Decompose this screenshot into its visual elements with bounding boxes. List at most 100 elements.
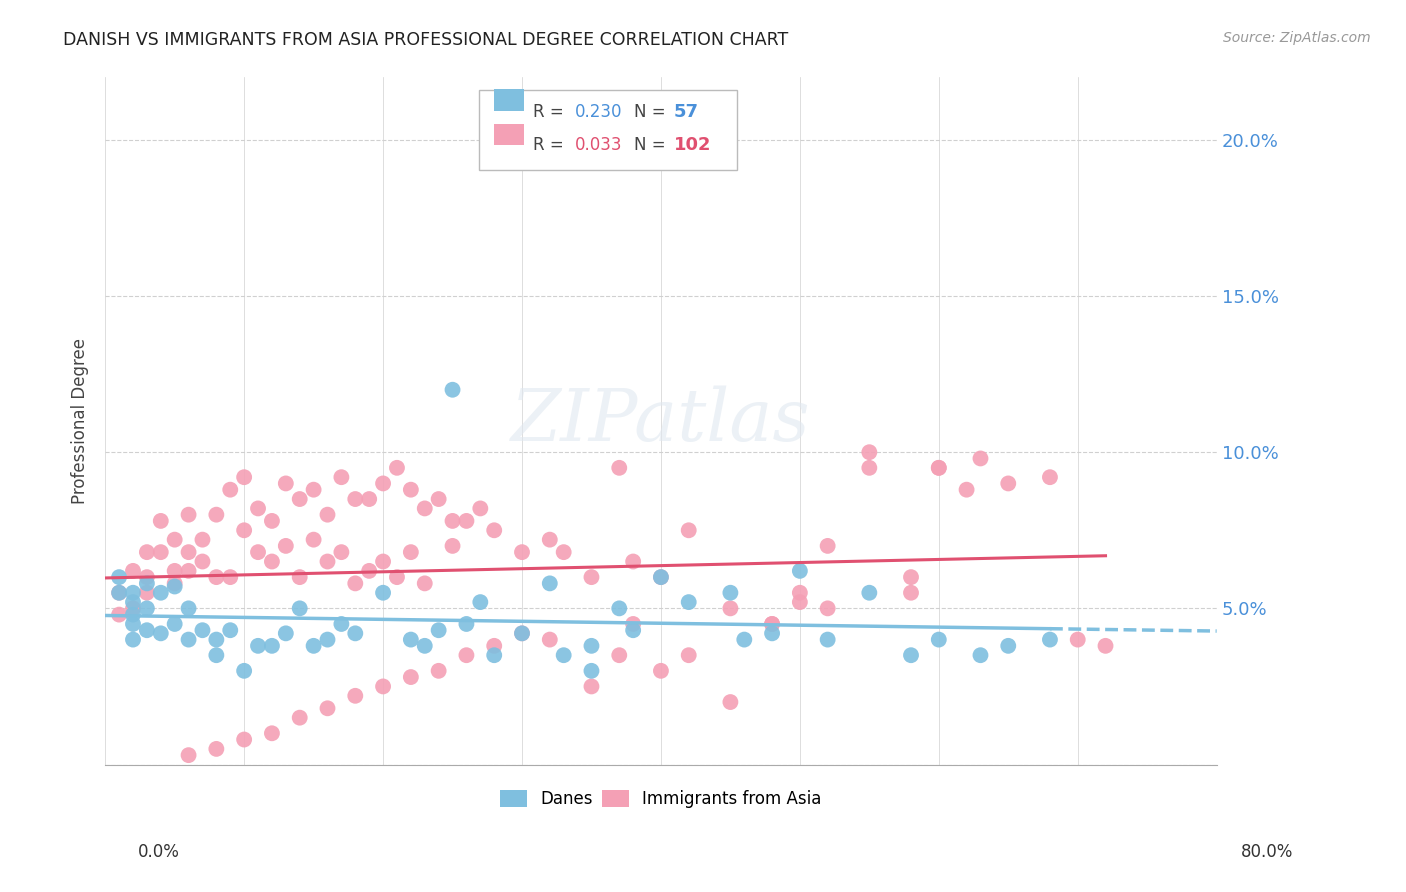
Point: [191, 554, 214, 568]
Point: [205, 632, 228, 647]
Point: [274, 626, 297, 640]
Point: [607, 460, 630, 475]
Point: [413, 501, 436, 516]
Point: [135, 576, 157, 591]
Point: [122, 601, 145, 615]
Point: [163, 564, 186, 578]
Point: [761, 617, 783, 632]
Point: [330, 470, 353, 484]
Point: [718, 601, 741, 615]
Point: [427, 664, 450, 678]
Point: [385, 460, 408, 475]
Point: [135, 601, 157, 615]
Point: [678, 523, 700, 537]
Bar: [494, 124, 524, 145]
Point: [108, 586, 131, 600]
Point: [581, 639, 603, 653]
Point: [371, 476, 394, 491]
Point: [205, 648, 228, 663]
Point: [650, 570, 672, 584]
Point: [678, 648, 700, 663]
Point: [928, 460, 950, 475]
Point: [621, 617, 644, 632]
Point: [302, 483, 325, 497]
Point: [510, 545, 533, 559]
Point: [581, 664, 603, 678]
Bar: [494, 89, 524, 111]
Point: [233, 470, 256, 484]
Point: [233, 523, 256, 537]
Point: [817, 632, 839, 647]
Point: [316, 701, 339, 715]
Point: [122, 607, 145, 622]
Point: [344, 689, 367, 703]
Point: [205, 508, 228, 522]
Text: 0.033: 0.033: [575, 136, 623, 154]
Text: R =: R =: [533, 136, 569, 154]
Text: 102: 102: [673, 136, 711, 154]
Point: [413, 639, 436, 653]
Point: [233, 664, 256, 678]
Point: [260, 639, 283, 653]
Point: [163, 533, 186, 547]
Point: [900, 648, 922, 663]
Text: 57: 57: [673, 103, 699, 120]
Point: [330, 545, 353, 559]
Point: [219, 483, 242, 497]
Point: [997, 639, 1019, 653]
Point: [1094, 639, 1116, 653]
Text: ZIPatlas: ZIPatlas: [512, 385, 811, 456]
Point: [108, 570, 131, 584]
Point: [761, 617, 783, 632]
Point: [330, 617, 353, 632]
Point: [135, 545, 157, 559]
Point: [191, 624, 214, 638]
Point: [470, 595, 492, 609]
Point: [928, 632, 950, 647]
Point: [149, 514, 172, 528]
Point: [177, 545, 200, 559]
Point: [135, 586, 157, 600]
Point: [122, 564, 145, 578]
Point: [163, 617, 186, 632]
Point: [344, 576, 367, 591]
Point: [761, 626, 783, 640]
Point: [817, 539, 839, 553]
Point: [858, 586, 880, 600]
Point: [274, 476, 297, 491]
Point: [718, 695, 741, 709]
Point: [858, 460, 880, 475]
Point: [607, 601, 630, 615]
Text: 0.0%: 0.0%: [138, 843, 180, 861]
Point: [538, 632, 561, 647]
Point: [177, 508, 200, 522]
Point: [399, 632, 422, 647]
Point: [733, 632, 755, 647]
Text: Source: ZipAtlas.com: Source: ZipAtlas.com: [1223, 31, 1371, 45]
Point: [163, 580, 186, 594]
Point: [538, 576, 561, 591]
Point: [122, 586, 145, 600]
Text: N =: N =: [634, 136, 671, 154]
Point: [678, 595, 700, 609]
Point: [371, 680, 394, 694]
Y-axis label: Professional Degree: Professional Degree: [72, 338, 89, 504]
Point: [456, 648, 478, 663]
Point: [122, 595, 145, 609]
Point: [177, 632, 200, 647]
Point: [538, 533, 561, 547]
Point: [108, 607, 131, 622]
Point: [149, 626, 172, 640]
Point: [581, 570, 603, 584]
Point: [219, 624, 242, 638]
Point: [316, 508, 339, 522]
Point: [302, 639, 325, 653]
Point: [122, 632, 145, 647]
Point: [441, 383, 464, 397]
Point: [789, 586, 811, 600]
Point: [510, 626, 533, 640]
Point: [205, 742, 228, 756]
Point: [456, 617, 478, 632]
Point: [553, 545, 575, 559]
Point: [484, 639, 506, 653]
